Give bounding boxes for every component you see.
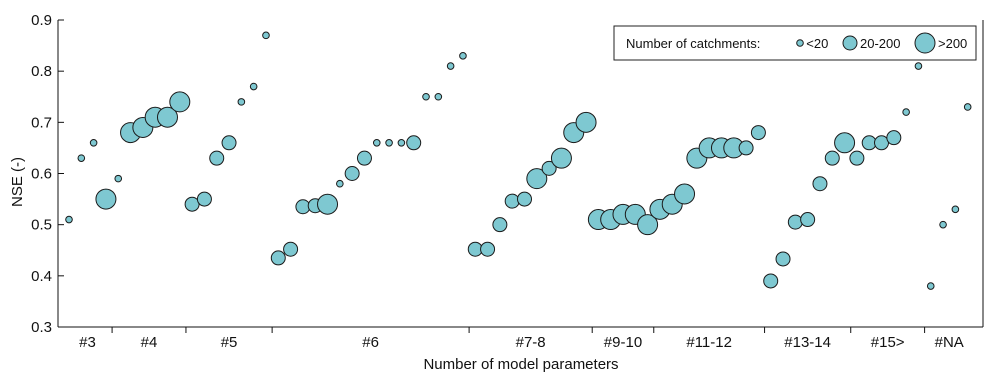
- data-point: [902, 108, 910, 116]
- data-point: [89, 139, 98, 147]
- legend-title: Number of catchments:: [626, 36, 760, 51]
- data-point: [674, 183, 696, 205]
- data-point: [406, 135, 422, 151]
- data-point: [951, 205, 960, 214]
- axes: 0.3 0.4 0.5 0.6 0.7 0.8 0.9 #3 #4 #5 #6 #7-8 #9-10 #1…: [31, 12, 984, 351]
- x-group-label: #11-12: [686, 334, 732, 351]
- data-point: [169, 91, 191, 113]
- data-point: [434, 92, 443, 101]
- data-point: [372, 139, 381, 147]
- legend: Number of catchments: <20 20-200 >200: [613, 25, 977, 61]
- data-point: [834, 132, 856, 154]
- x-group-label: #5: [221, 334, 238, 351]
- data-point: [849, 150, 865, 166]
- x-group-label: #NA: [935, 334, 964, 351]
- data-point: [750, 125, 766, 141]
- data-point: [914, 62, 923, 70]
- x-group-label: #3: [79, 334, 96, 351]
- y-tick-label: 0.8: [31, 63, 52, 80]
- data-point: [480, 241, 496, 257]
- data-points: [65, 31, 972, 290]
- data-point: [270, 250, 286, 266]
- data-point: [249, 82, 258, 91]
- x-group-label: #6: [362, 334, 379, 351]
- data-point: [196, 191, 212, 207]
- data-point: [575, 111, 597, 133]
- data-point: [926, 282, 935, 290]
- data-point: [526, 168, 548, 190]
- data-point: [336, 179, 344, 188]
- y-tick-label: 0.6: [31, 166, 52, 183]
- data-point: [283, 241, 299, 257]
- data-point: [637, 214, 659, 236]
- data-point: [800, 212, 816, 228]
- data-point: [550, 147, 572, 169]
- legend-marker: [842, 35, 858, 51]
- legend-label: >200: [938, 36, 967, 51]
- y-tick-label: 0.7: [31, 114, 52, 131]
- data-point: [77, 154, 86, 162]
- y-tick-label: 0.5: [31, 217, 52, 234]
- legend-marker: [796, 39, 804, 47]
- x-group-label: #13-14: [784, 334, 831, 351]
- data-point: [114, 174, 123, 183]
- data-point: [812, 176, 828, 192]
- data-point: [317, 193, 339, 215]
- data-point: [65, 215, 73, 224]
- data-point: [963, 103, 972, 111]
- data-point: [738, 140, 754, 156]
- data-point: [517, 191, 532, 207]
- data-point: [422, 92, 430, 101]
- data-point: [95, 188, 117, 210]
- x-group-label: #4: [141, 334, 158, 351]
- legend-label: 20-200: [860, 36, 900, 51]
- data-point: [939, 220, 947, 229]
- data-point: [344, 166, 360, 181]
- y-tick-label: 0.9: [31, 12, 52, 29]
- x-axis-label: Number of model parameters: [423, 356, 618, 373]
- data-point: [385, 139, 393, 147]
- data-point: [541, 160, 557, 176]
- data-point: [787, 214, 803, 230]
- legend-label: <20: [806, 36, 828, 51]
- x-group-label: #7-8: [516, 334, 546, 351]
- data-point: [775, 251, 791, 267]
- data-point: [262, 31, 270, 40]
- data-point: [824, 150, 840, 166]
- data-point: [492, 217, 508, 233]
- data-point: [763, 273, 779, 289]
- data-point: [156, 106, 178, 128]
- data-point: [209, 150, 225, 166]
- data-point: [397, 139, 406, 147]
- x-group-label: #9-10: [604, 334, 642, 351]
- data-point: [504, 193, 520, 209]
- data-point: [446, 62, 455, 70]
- y-tick-label: 0.3: [31, 319, 52, 336]
- data-point: [886, 130, 902, 146]
- data-point: [356, 150, 372, 166]
- x-group-label: #15>: [871, 334, 905, 351]
- data-point: [237, 98, 246, 106]
- legend-marker: [914, 32, 936, 54]
- y-axis-label: NSE (-): [9, 157, 26, 207]
- data-point: [221, 135, 237, 151]
- y-tick-label: 0.4: [31, 268, 52, 285]
- data-point: [459, 52, 467, 60]
